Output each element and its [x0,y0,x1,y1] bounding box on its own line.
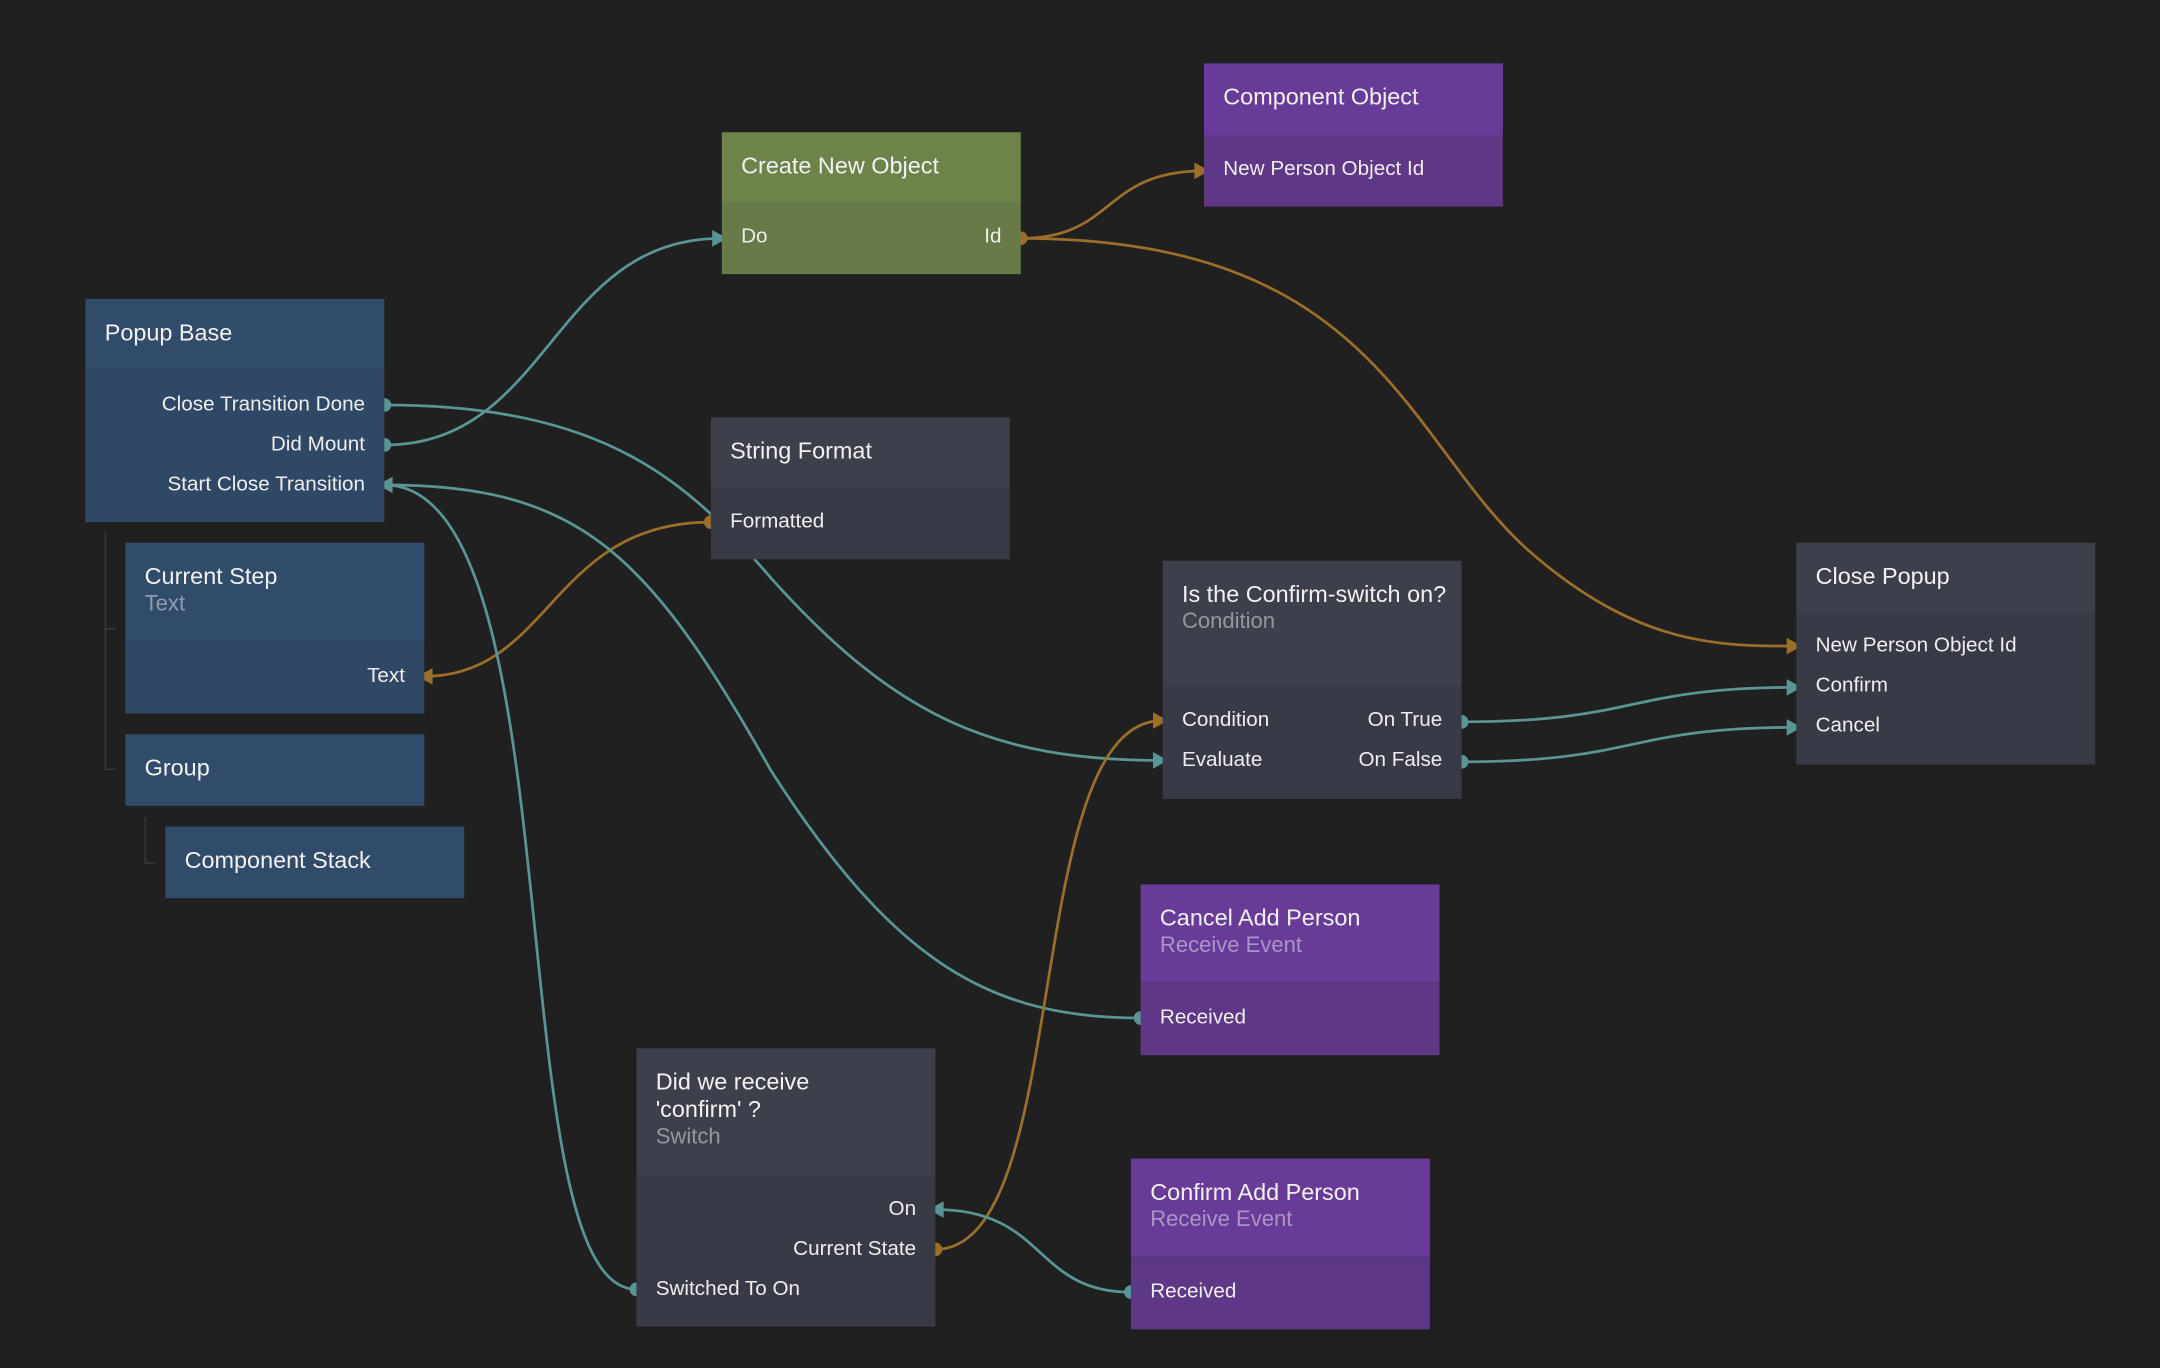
node-close-popup[interactable]: Close Popup New Person Object Id Confirm… [1796,542,2096,765]
port-cancel[interactable]: Cancel [1815,713,1880,737]
port-close-transition-done[interactable]: Close Transition Done [161,392,366,417]
wire-confirm-received-to-on[interactable] [935,1208,1131,1294]
port-current-state[interactable]: Current State [793,1237,917,1261]
port-received[interactable]: Received [1150,1279,1237,1304]
node-title: String Format [730,438,872,465]
node-title: Group [144,754,210,782]
node-confirm-add-person[interactable]: Confirm Add Person Receive Event Received [1130,1158,1430,1330]
wire-on-true-to-confirm[interactable] [1461,686,1797,724]
port-on[interactable]: On [888,1197,917,1221]
node-cancel-add-person[interactable]: Cancel Add Person Receive Event Received [1140,884,1440,1056]
node-component-object[interactable]: Component Object New Person Object Id [1203,63,1503,207]
port-evaluate[interactable]: Evaluate [1181,748,1263,772]
input-arrow-icon[interactable] [1194,162,1210,180]
wire-id-to-component-object[interactable] [1020,169,1204,240]
node-create-new-object[interactable]: Create New Object Do Id [721,132,1021,275]
wire-id-to-close-popup[interactable] [1020,236,1797,648]
wire-switched-on-to-start-close[interactable] [384,483,637,1291]
node-group[interactable]: Group [125,734,425,806]
input-arrow-icon[interactable] [1153,712,1169,729]
port-do[interactable]: Do [741,224,768,248]
input-arrow-icon[interactable] [417,668,433,685]
port-condition[interactable]: Condition [1181,708,1270,732]
node-type: Condition [1181,610,1276,634]
tree-line [104,533,107,771]
node-title: Confirm Add Person [1150,1179,1360,1206]
node-current-step[interactable]: Current Step Text Text [125,542,425,714]
node-title: Create New Object [741,152,939,180]
wire-current-state-to-condition[interactable] [935,719,1163,1251]
node-type: Text [144,592,186,616]
tree-line [104,628,116,630]
node-title: Close Popup [1815,563,1950,590]
wire-close-transition-done-to-evaluate[interactable] [384,403,1163,762]
node-title: Cancel Add Person [1159,905,1361,932]
wire-on-false-to-cancel[interactable] [1461,725,1797,764]
input-arrow-icon[interactable] [1786,719,1802,736]
node-popup-base[interactable]: Popup Base Close Transition Done Did Mou… [85,298,385,523]
node-type: Switch [655,1125,721,1149]
node-type: Receive Event [1159,933,1303,958]
port-did-mount[interactable]: Did Mount [270,432,366,456]
node-condition[interactable]: Is the Confirm-switch on? Condition Condi… [1162,560,1462,799]
port-on-true[interactable]: On True [1367,708,1443,732]
input-arrow-icon[interactable] [928,1201,944,1218]
port-new-person-object-id[interactable]: New Person Object Id [1223,157,1425,181]
node-title: Is the Confirm-switch on? [1181,581,1447,608]
node-title: Current Step [144,563,278,590]
port-id[interactable]: Id [984,224,1002,248]
port-text[interactable]: Text [367,663,405,688]
node-title: Did we receive 'confirm' ? [655,1068,810,1123]
input-arrow-icon[interactable] [712,230,728,247]
input-arrows [377,162,1802,1218]
port-on-false[interactable]: On False [1358,748,1443,772]
port-switched-to-on[interactable]: Switched To On [655,1276,801,1301]
wire-cancel-received-to-start-close[interactable] [384,483,1141,1020]
port-start-close-transition[interactable]: Start Close Transition [167,472,366,496]
node-switch[interactable]: Did we receive 'confirm' ? Switch On Curr… [636,1048,936,1327]
node-string-format[interactable]: String Format Formatted [710,417,1010,560]
input-arrow-icon[interactable] [1786,637,1802,655]
tree-line [144,862,156,864]
node-title: Component Stack [184,847,371,874]
node-type: Receive Event [1150,1208,1293,1232]
wire-did-mount-to-do[interactable] [384,236,722,447]
node-title: Popup Base [104,319,233,346]
tree-line [144,816,147,864]
port-formatted[interactable]: Formatted [730,509,825,534]
port-received[interactable]: Received [1159,1005,1247,1030]
port-confirm[interactable]: Confirm [1815,673,1888,698]
node-component-stack[interactable]: Component Stack [165,826,465,899]
input-arrow-icon[interactable] [377,476,393,494]
node-title: Component Object [1223,84,1419,111]
port-new-person-object-id[interactable]: New Person Object Id [1815,633,2017,658]
wire-formatted-to-text[interactable] [424,520,711,678]
input-arrow-icon[interactable] [1153,752,1169,769]
input-arrow-icon[interactable] [1786,679,1802,696]
tree-line [104,768,116,771]
